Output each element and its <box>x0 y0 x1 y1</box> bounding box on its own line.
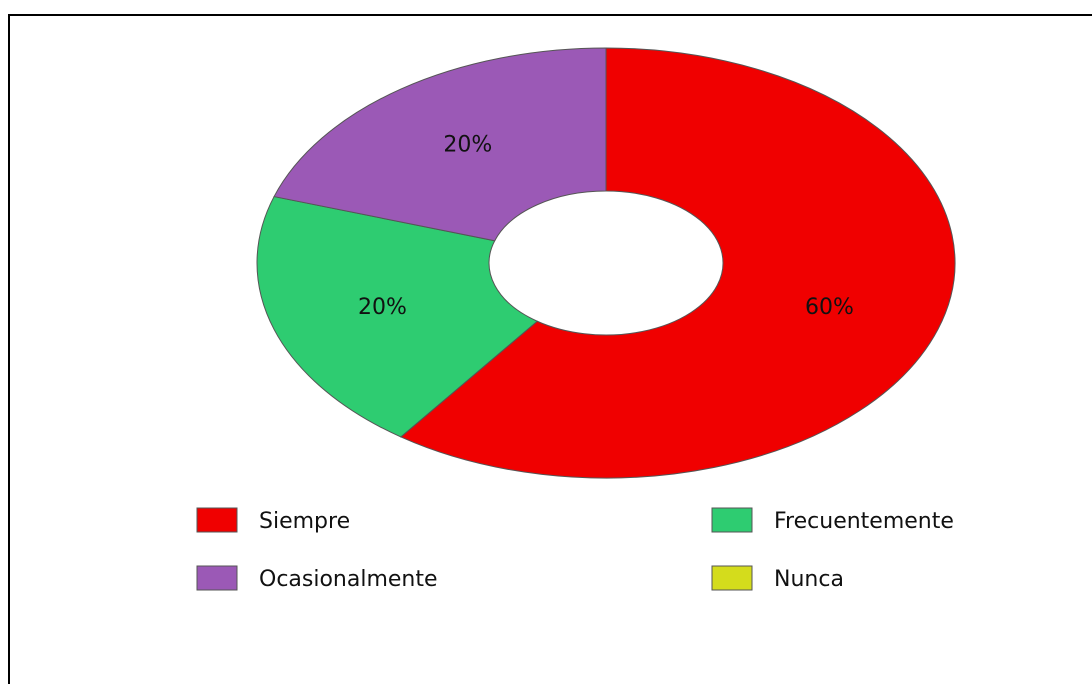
slice <box>256 195 539 438</box>
legend-label: Nunca <box>774 567 844 592</box>
slice-label: 20% <box>358 295 407 320</box>
legend-swatch <box>711 507 753 533</box>
legend-label: Siempre <box>259 509 350 534</box>
legend-label: Frecuentemente <box>774 509 954 534</box>
slice-label: 20% <box>443 132 492 157</box>
slice <box>273 47 607 242</box>
slice-label: 60% <box>805 295 854 320</box>
legend-label: Ocasionalmente <box>259 567 438 592</box>
legend-swatch <box>711 565 753 591</box>
legend-swatch <box>196 507 238 533</box>
legend-swatch <box>196 565 238 591</box>
slice <box>399 47 956 479</box>
